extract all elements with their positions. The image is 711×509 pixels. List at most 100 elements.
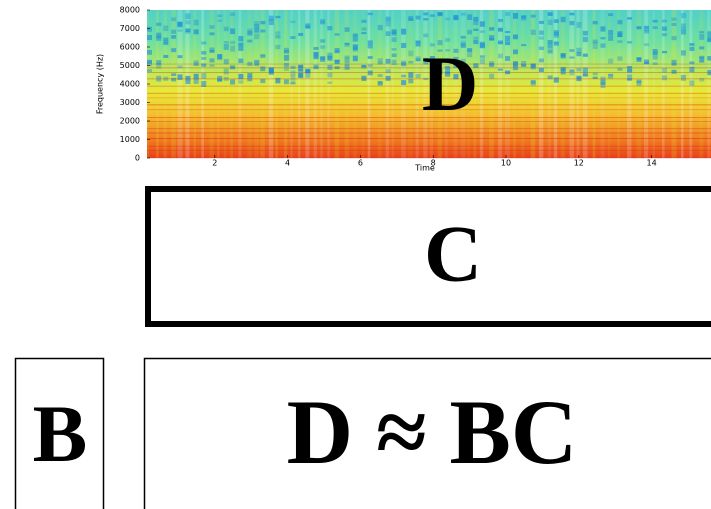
spectral-blob [314,47,319,50]
spectral-blob [600,82,605,88]
spectral-blob [194,60,199,66]
spectral-blob [335,60,340,62]
spectral-blob [320,56,325,60]
spectral-blob [576,22,581,28]
spectral-blob [185,31,190,34]
spectral-blob [505,42,510,45]
spectral-blob [345,27,350,32]
spectral-blob [662,51,667,53]
spectral-blob [569,71,574,76]
spectral-blob [171,78,176,82]
spectral-blob [327,53,332,59]
spectral-blob [368,40,373,45]
spectral-blob [238,43,243,47]
spectral-blob [185,80,190,84]
spectral-blob [627,17,632,19]
spectral-blob [230,46,235,52]
spectral-blob [163,26,168,32]
spectral-blob [489,27,494,30]
spectral-blob [171,48,176,52]
spectral-blob [290,21,295,23]
spectral-blob [378,74,383,77]
spectral-blob [513,13,518,19]
spectral-blob [681,13,686,18]
spectral-frame [672,10,677,158]
spectral-blob [177,22,182,28]
spectral-blob [636,80,641,84]
spectral-blob [548,49,553,53]
spectral-frame [320,10,323,158]
c-label: C [424,210,482,298]
spectral-blob [224,41,229,43]
spectral-blob [489,38,494,41]
spectral-blob [498,41,503,44]
spectral-blob [177,55,182,58]
spectral-blob [554,41,559,44]
spectral-blob [689,80,694,85]
spectral-blob [230,79,235,84]
spectral-blob [473,21,478,25]
spectral-blob [653,56,658,60]
spectral-frame [345,10,350,158]
spectral-blob [608,30,613,36]
spectral-blob [194,29,199,34]
spectral-frame [521,10,524,158]
spectral-blob [345,64,350,70]
spectral-blob [224,59,229,64]
spectral-blob [423,34,428,38]
spectral-blob [230,12,235,16]
spectral-blob [345,58,350,64]
spectral-blob [461,13,466,16]
spectral-blob [689,43,694,46]
spectral-blob [260,79,265,83]
spectral-blob [361,32,366,34]
spectral-blob [224,44,229,50]
spectral-blob [539,59,544,63]
spectral-blob [653,20,658,23]
spectral-blob [608,74,613,76]
spectral-frame [217,10,219,158]
spectral-frame [569,10,574,158]
spectral-blob [378,58,383,60]
spectral-frame [327,10,329,158]
x-tick-label: 14 [647,159,657,168]
spectral-blob [554,77,559,82]
spectral-blob [185,76,190,81]
equation: D ≈ BC [287,381,578,483]
spectral-blob [617,20,622,24]
y-tick-label: 0 [135,154,140,163]
spectral-blob [230,65,235,69]
spectral-blob [498,19,503,22]
spectrogram-label: D [422,40,478,127]
spectral-blob [608,76,613,79]
spectral-blob [627,41,632,43]
spectral-blob [689,47,694,51]
spectral-blob [171,73,176,75]
spectral-frame [368,10,371,158]
spectral-blob [254,61,259,67]
spectral-blob [438,12,443,16]
spectral-blob [327,26,332,30]
spectral-blob [368,13,373,15]
spectral-blob [699,34,704,40]
spectral-blob [600,37,605,39]
spectral-blob [480,42,485,48]
spectral-blob [238,80,243,83]
y-tick-label: 7000 [120,24,140,33]
spectral-blob [548,44,553,49]
spectral-blob [163,55,168,58]
spectral-blob [662,75,667,80]
spectral-blob [201,42,206,45]
spectral-blob [531,30,536,35]
spectral-blob [147,60,152,64]
spectral-blob [707,31,711,36]
spectral-blob [672,70,677,74]
spectral-blob [539,68,544,72]
spectral-blob [561,17,566,22]
spectral-blob [583,37,588,42]
spectral-blob [230,28,235,34]
spectral-blob [201,51,206,54]
spectral-blob [489,74,494,79]
spectral-blob [681,30,686,35]
spectral-blob [254,24,259,26]
